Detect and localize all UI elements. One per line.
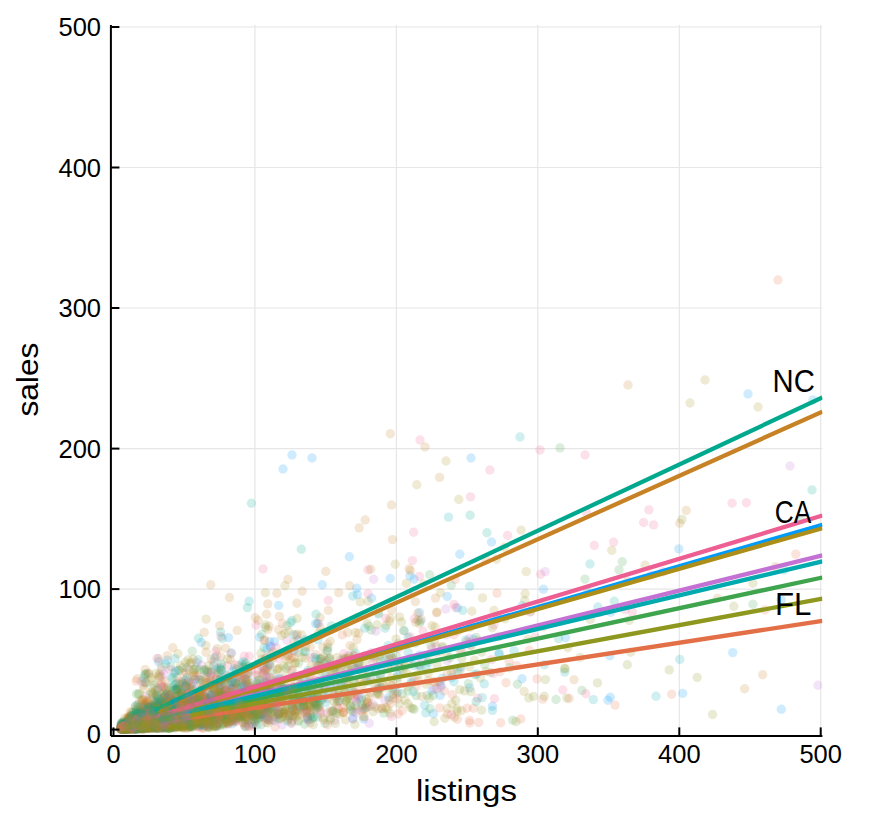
svg-text:400: 400 [658,740,701,768]
svg-text:listings: listings [416,774,517,807]
svg-text:sales: sales [11,343,44,417]
svg-text:300: 300 [58,294,101,322]
svg-text:100: 100 [234,740,277,768]
svg-text:400: 400 [58,154,101,182]
svg-text:100: 100 [58,575,101,603]
svg-text:NC: NC [773,364,815,399]
svg-text:500: 500 [58,13,101,41]
svg-text:200: 200 [375,740,418,768]
svg-text:300: 300 [517,740,560,768]
svg-text:200: 200 [58,435,101,463]
svg-text:CA: CA [775,495,812,530]
svg-text:FL: FL [775,587,811,622]
svg-text:0: 0 [87,720,101,748]
svg-text:0: 0 [106,740,120,768]
svg-text:500: 500 [799,740,842,768]
